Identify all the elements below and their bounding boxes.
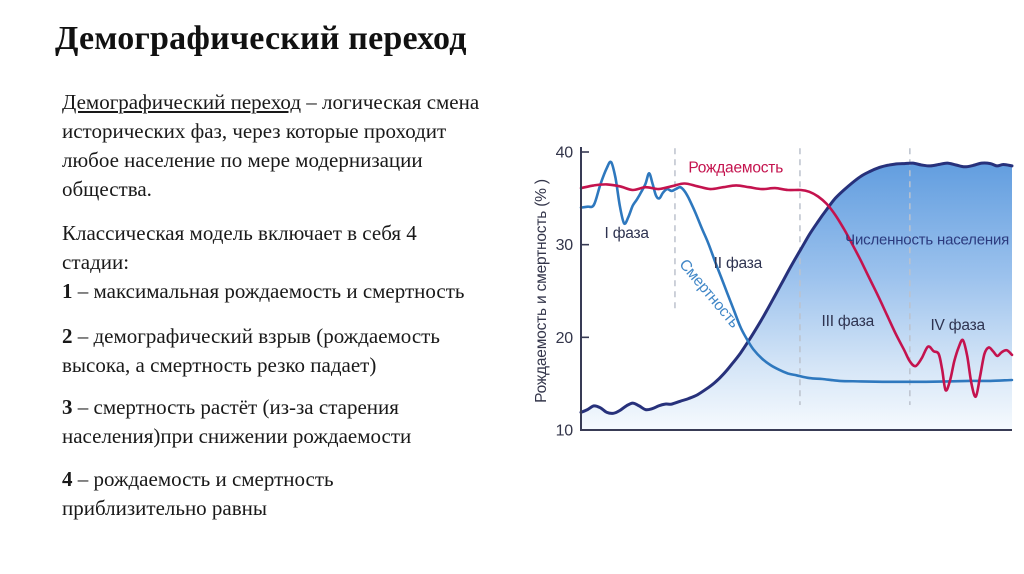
slide-title: Демографический переход <box>55 20 467 57</box>
y-tick-label: 20 <box>556 330 574 347</box>
y-tick-label: 10 <box>556 423 574 440</box>
population-label: Численность населения <box>845 232 1009 249</box>
stage-item-1: 1 – максимальная рождаемость и смертност… <box>62 277 520 306</box>
y-tick-label: 40 <box>556 145 574 162</box>
demographic-transition-chart: 40 30 20 10 Рождаемость и смертность (% ) I ф… <box>520 90 1024 574</box>
model-intro-paragraph: Классическая модель включает в себя 4 ст… <box>62 221 417 274</box>
stage-item-2: 2 – демографический взрыв (рождаемость в… <box>62 322 520 380</box>
y-axis-label: Рождаемость и смертность (% ) <box>533 179 550 403</box>
phase-label-2: II фаза <box>714 255 763 272</box>
chart-canvas: 40 30 20 10 Рождаемость и смертность (% ) I ф… <box>533 145 1014 440</box>
stage-item-3: 3 – смертность растёт (из-за старения на… <box>62 393 520 451</box>
population-line <box>579 161 1014 415</box>
definition-paragraph: Демографический переход – логическая сме… <box>62 88 520 204</box>
birth-rate-line <box>579 182 1014 398</box>
stage-text: – смертность растёт (из-за старения насе… <box>62 395 412 448</box>
stage-text: – максимальная рождаемость и смертность <box>72 279 465 303</box>
stage-item-4: 4 – рождаемость и смертность приблизител… <box>62 465 520 523</box>
stage-text: – рождаемость и смертность приблизительн… <box>62 467 334 520</box>
phase-label-1: I фаза <box>605 225 650 242</box>
birth-rate-label: Рождаемость <box>688 159 783 176</box>
y-tick-label: 30 <box>556 237 574 254</box>
stage-number: 2 <box>62 324 73 348</box>
population-area <box>581 162 1012 430</box>
death-rate-line <box>579 160 1014 384</box>
stage-number: 3 <box>62 395 73 419</box>
phase-label-3: III фаза <box>822 313 875 330</box>
phase-label-4: IV фаза <box>930 317 985 334</box>
definition-term: Демографический переход <box>62 90 302 114</box>
stage-text: – демографический взрыв (рождаемость выс… <box>62 324 440 377</box>
stage-number: 4 <box>62 467 73 491</box>
definition-rest: – логическая смена исторических фаз, чер… <box>62 90 480 201</box>
stage-number: 1 <box>62 279 73 303</box>
text-block: Демографический переход – логическая сме… <box>62 88 520 562</box>
